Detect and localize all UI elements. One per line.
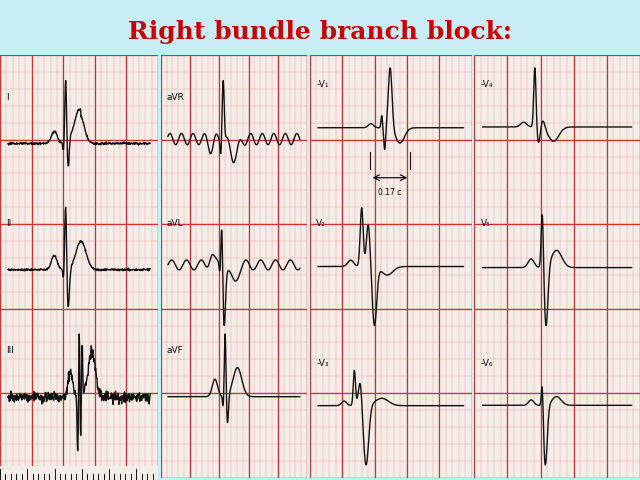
Text: I: I (6, 93, 9, 102)
Text: -V₃: -V₃ (316, 359, 329, 368)
Text: aVR: aVR (166, 93, 184, 102)
Text: Right bundle branch block:: Right bundle branch block: (128, 20, 512, 44)
Text: -V₁: -V₁ (316, 80, 329, 89)
Text: aVL: aVL (166, 219, 183, 228)
Text: aVF: aVF (166, 346, 183, 355)
Text: III: III (6, 346, 14, 355)
Text: 0.17 c: 0.17 c (378, 188, 401, 197)
Text: -V₆: -V₆ (481, 359, 493, 368)
Text: II: II (6, 219, 12, 228)
Text: V₅: V₅ (481, 219, 491, 228)
Text: -V₄: -V₄ (481, 80, 493, 89)
Text: V₂: V₂ (316, 219, 326, 228)
